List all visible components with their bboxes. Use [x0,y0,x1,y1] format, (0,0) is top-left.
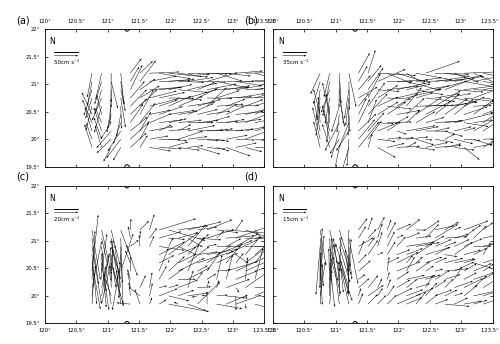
Text: (d): (d) [244,172,258,182]
Text: (a): (a) [16,15,30,25]
Text: N: N [278,194,283,203]
Text: 50cm s⁻¹: 50cm s⁻¹ [54,60,80,65]
Text: N: N [278,37,283,46]
Text: N: N [50,194,56,203]
Text: 20cm s⁻¹: 20cm s⁻¹ [54,217,80,222]
Text: 35cm s⁻¹: 35cm s⁻¹ [282,60,308,65]
Text: 15cm s⁻¹: 15cm s⁻¹ [282,217,308,222]
Text: (c): (c) [16,172,30,182]
Text: (b): (b) [244,15,258,25]
Text: N: N [50,37,56,46]
